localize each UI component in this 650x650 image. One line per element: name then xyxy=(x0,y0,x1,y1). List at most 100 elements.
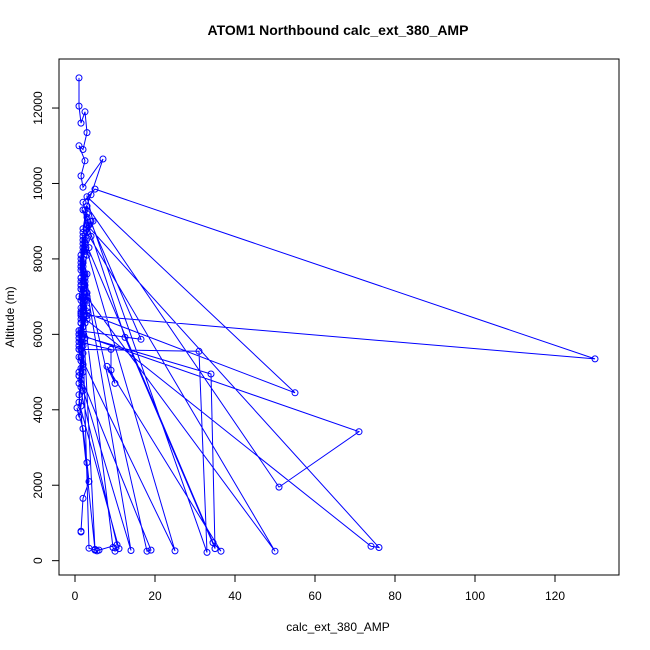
data-point xyxy=(77,376,85,384)
data-point xyxy=(91,185,99,193)
data-point xyxy=(83,296,91,304)
data-point xyxy=(77,383,85,391)
data-point xyxy=(107,345,115,353)
data-point xyxy=(79,232,87,240)
x-tick-label: 100 xyxy=(465,589,485,603)
data-point xyxy=(79,312,87,319)
data-point xyxy=(83,225,91,233)
x-tick-label: 80 xyxy=(388,589,402,603)
data-point xyxy=(75,391,83,399)
data-point xyxy=(81,236,89,244)
data-point xyxy=(83,293,91,301)
data-point xyxy=(75,372,83,380)
data-point xyxy=(83,213,91,221)
data-point xyxy=(79,278,87,285)
data-point xyxy=(77,402,85,410)
data-point xyxy=(137,335,145,343)
data-point xyxy=(367,542,375,550)
data-point xyxy=(77,259,85,267)
data-point xyxy=(271,547,279,555)
data-point xyxy=(103,362,111,370)
y-tick-label: 10000 xyxy=(31,166,45,200)
data-point xyxy=(79,229,87,236)
data-point xyxy=(111,547,119,555)
data-point xyxy=(107,366,115,374)
data-point xyxy=(77,308,85,316)
data-point xyxy=(81,157,89,165)
x-axis: 0 20 40 60 80 100 120 xyxy=(72,574,565,603)
data-point xyxy=(75,293,83,301)
data-point xyxy=(79,323,87,331)
data-point xyxy=(85,221,93,229)
data-point xyxy=(79,206,87,214)
data-point xyxy=(83,193,91,201)
data-point xyxy=(83,221,91,229)
data-point xyxy=(73,404,81,412)
data-point xyxy=(77,315,85,323)
data-point xyxy=(77,119,85,127)
y-tick-label: 0 xyxy=(31,557,45,564)
data-point xyxy=(75,330,83,338)
data-point xyxy=(77,278,85,285)
data-point xyxy=(275,483,283,491)
data-point xyxy=(81,108,89,116)
data-point xyxy=(77,330,85,338)
data-point xyxy=(79,349,87,357)
data-point xyxy=(79,308,87,316)
data-point xyxy=(77,338,85,346)
data-point xyxy=(83,229,91,236)
data-point xyxy=(83,129,91,137)
data-point xyxy=(79,300,87,308)
data-point xyxy=(83,270,91,278)
data-point xyxy=(127,547,135,554)
data-point xyxy=(79,338,87,346)
data-point xyxy=(77,285,85,293)
data-point xyxy=(113,541,121,549)
data-point xyxy=(591,355,599,363)
y-axis-label: Altitude (m) xyxy=(3,286,17,347)
data-point xyxy=(77,319,85,327)
data-point xyxy=(79,198,87,206)
data-point xyxy=(83,202,91,210)
data-point xyxy=(75,368,83,376)
data-point xyxy=(75,413,83,421)
x-axis-label: calc_ext_380_AMP xyxy=(286,620,389,634)
y-tick-label: 8000 xyxy=(31,245,45,272)
data-point xyxy=(75,338,83,346)
y-tick-label: 2000 xyxy=(31,472,45,499)
data-point xyxy=(203,548,211,556)
data-point xyxy=(79,494,87,502)
data-point xyxy=(79,255,87,263)
data-point xyxy=(355,428,363,436)
data-point xyxy=(217,547,225,555)
data-point xyxy=(79,304,87,312)
x-tick-label: 120 xyxy=(545,589,565,603)
data-point xyxy=(83,304,91,312)
data-point xyxy=(87,232,95,240)
chart-title: ATOM1 Northbound calc_ext_380_AMP xyxy=(208,22,469,38)
data-point xyxy=(81,274,89,282)
data-point xyxy=(81,281,89,289)
data-point xyxy=(83,312,91,319)
data-point xyxy=(77,263,85,270)
data-point xyxy=(77,266,85,274)
data-point xyxy=(77,281,85,289)
data-point xyxy=(79,263,87,270)
data-point xyxy=(195,347,203,355)
data-point xyxy=(79,368,87,376)
data-point xyxy=(79,270,87,278)
data-point xyxy=(291,389,299,397)
data-point xyxy=(91,546,99,554)
data-point xyxy=(83,251,91,259)
data-point xyxy=(79,183,87,191)
data-point xyxy=(75,353,83,361)
x-tick-label: 20 xyxy=(148,589,162,603)
data-point xyxy=(81,247,89,255)
data-point xyxy=(83,289,91,297)
data-point xyxy=(81,278,89,285)
data-point xyxy=(83,459,91,467)
data-point xyxy=(77,327,85,335)
data-point xyxy=(89,217,97,225)
data-point xyxy=(79,425,87,433)
data-point xyxy=(87,191,95,199)
